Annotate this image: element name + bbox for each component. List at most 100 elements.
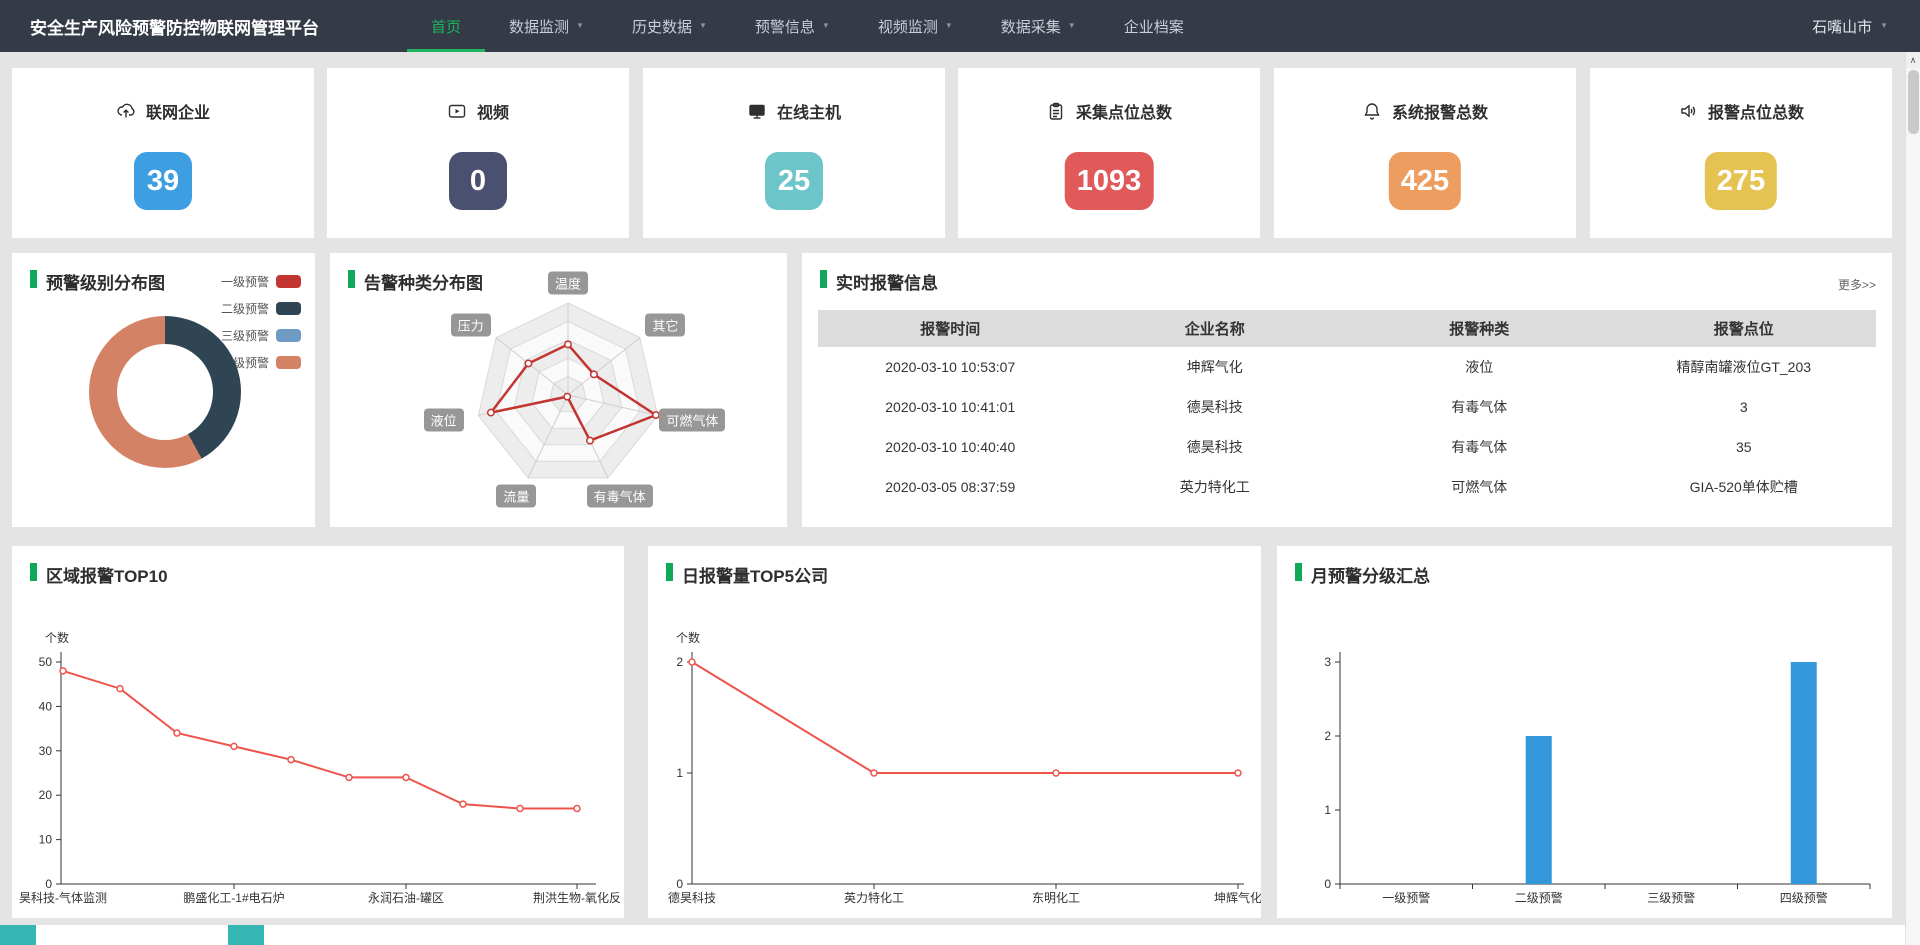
legend-label: 二级预警 — [220, 302, 269, 316]
monthly-summary-bar-chart[interactable]: 0 1 2 3 一级预警 二级预警 三级预警 四级预警 — [1277, 546, 1892, 918]
table-cell: 精醇南罐液位GT_203 — [1676, 359, 1812, 375]
svg-text:昊科技-气体监测: 昊科技-气体监测 — [19, 890, 107, 905]
svg-text:四级预警: 四级预警 — [1780, 890, 1828, 905]
nav-item-label: 预警信息 — [754, 18, 815, 36]
stat-value-badge: 25 — [765, 152, 823, 210]
alarm-type-panel: 告警种类分布图 温度 其它 可燃气体 有毒气体 流量 液位 压力 — [330, 253, 787, 527]
table-cell: 2020-03-10 10:41:01 — [885, 399, 1016, 415]
stat-label: 在线主机 — [776, 105, 841, 122]
table-row[interactable]: 2020-03-10 10:40:40 德昊科技 有毒气体 35 — [818, 427, 1876, 467]
table-cell: 2020-03-10 10:40:40 — [885, 439, 1016, 455]
table-cell: 2020-03-10 10:53:07 — [885, 359, 1016, 375]
svg-text:鹏盛化工-1#电石炉: 鹏盛化工-1#电石炉 — [183, 890, 284, 905]
realtime-alarm-panel: 实时报警信息 更多>> 报警时间 企业名称 报警种类 报警点位 2020-03-10 … — [802, 253, 1892, 527]
table-row[interactable]: 2020-03-10 10:41:01 德昊科技 有毒气体 3 — [818, 387, 1876, 427]
table-cell: 有毒气体 — [1451, 399, 1508, 415]
stat-value-badge: 275 — [1704, 152, 1778, 210]
chevron-down-icon: ▼ — [698, 21, 707, 30]
svg-text:50: 50 — [39, 655, 53, 669]
legend-item-二级预警[interactable]: 二级预警 — [221, 300, 301, 317]
region-label: 石嘴山市 — [1812, 18, 1873, 36]
column-header: 企业名称 — [1184, 321, 1245, 338]
legend-swatch — [276, 302, 301, 315]
chevron-down-icon: ▼ — [1880, 21, 1888, 30]
svg-text:荆洪生物-氧化反: 荆洪生物-氧化反 — [533, 891, 621, 905]
stat-card-系统报警总数: 系统报警总数 425 — [1274, 68, 1576, 238]
nav-menu: 首页 数据监测 ▼ 历史数据 ▼ 预警信息 ▼ 视频监测 ▼ 数据采集 ▼ 企业档案 — [407, 0, 1208, 52]
chevron-down-icon: ▼ — [1067, 21, 1076, 30]
video-icon — [447, 101, 467, 121]
svg-text:20: 20 — [39, 788, 53, 802]
stat-card-视频: 视频 0 — [327, 68, 629, 238]
nav-item-数据监测[interactable]: 数据监测 ▼ — [485, 0, 608, 52]
title-marker-icon — [30, 563, 37, 581]
monitor-icon — [747, 101, 767, 121]
stat-card-联网企业: 联网企业 39 — [12, 68, 314, 238]
table-row[interactable]: 2020-03-05 08:37:59 英力特化工 可燃气体 GIA-520单体贮槽 — [818, 467, 1876, 507]
table-cell: 德昊科技 — [1186, 439, 1243, 455]
nav-item-预警信息[interactable]: 预警信息 ▼ — [731, 0, 854, 52]
monthly-summary-panel: 0 1 2 3 一级预警 二级预警 三级预警 四级预警 月预警分级汇总 — [1277, 546, 1892, 918]
stat-label: 视频 — [476, 105, 509, 122]
title-marker-icon — [1295, 563, 1302, 581]
svg-text:2: 2 — [676, 655, 683, 669]
clipboard-icon — [1046, 101, 1066, 121]
stat-label: 报警点位总数 — [1707, 105, 1804, 122]
legend-label: 一级预警 — [220, 275, 269, 289]
panel-title-text: 实时报警信息 — [836, 274, 938, 293]
alarm-type-radar-chart[interactable] — [330, 253, 787, 527]
nav-item-视频监测[interactable]: 视频监测 ▼ — [854, 0, 977, 52]
nav-item-label: 首页 — [431, 18, 462, 36]
nav-item-数据采集[interactable]: 数据采集 ▼ — [977, 0, 1100, 52]
table-cell: 德昊科技 — [1186, 399, 1243, 415]
stat-label: 联网企业 — [145, 105, 210, 122]
donut-hole — [117, 344, 213, 440]
alarm-table-header: 报警时间 企业名称 报警种类 报警点位 — [818, 310, 1876, 347]
page-scrollbar[interactable]: ∧ — [1905, 52, 1920, 945]
stat-card-header: 视频 — [327, 99, 629, 123]
legend-item-一级预警[interactable]: 一级预警 — [221, 273, 301, 290]
scroll-up-icon[interactable]: ∧ — [1906, 52, 1920, 68]
panel-title: 实时报警信息 — [820, 269, 938, 294]
nav-item-首页[interactable]: 首页 — [407, 0, 486, 52]
table-cell: 有毒气体 — [1451, 439, 1508, 455]
more-link[interactable]: 更多>> — [1837, 278, 1876, 292]
donut-legend: 一级预警 二级预警 三级预警 四级预警 — [221, 273, 301, 371]
stat-card-header: 报警点位总数 — [1590, 99, 1892, 123]
svg-text:3: 3 — [1324, 655, 1331, 669]
chevron-down-icon: ▼ — [576, 21, 584, 30]
nav-item-企业档案[interactable]: 企业档案 — [1100, 0, 1208, 52]
table-cell: GIA-520单体贮槽 — [1689, 479, 1798, 495]
column-header: 报警时间 — [920, 321, 981, 338]
svg-text:个数: 个数 — [676, 630, 700, 645]
table-cell: 英力特化工 — [1179, 479, 1250, 495]
panel-title-text: 日报警量TOP5公司 — [682, 567, 829, 586]
panel-title: 日报警量TOP5公司 — [666, 562, 828, 587]
svg-text:0: 0 — [676, 877, 683, 891]
svg-text:德昊科技: 德昊科技 — [668, 890, 716, 905]
panel-title: 区域报警TOP10 — [30, 562, 168, 587]
alarm-table-body: 2020-03-10 10:53:07 坤辉气化 液位 精醇南罐液位GT_203 202… — [818, 347, 1876, 507]
panel-title-text: 预警级别分布图 — [46, 274, 165, 293]
table-cell: 2020-03-05 08:37:59 — [885, 479, 1016, 495]
bottom-strip — [0, 925, 1920, 945]
stat-value-badge: 39 — [134, 152, 192, 210]
stat-card-header: 系统报警总数 — [1274, 99, 1576, 123]
table-cell: 可燃气体 — [1451, 479, 1508, 495]
nav-item-历史数据[interactable]: 历史数据 ▼ — [608, 0, 731, 52]
cloud-upload-icon — [116, 101, 136, 121]
region-selector[interactable]: 石嘴山市 ▼ — [1812, 0, 1888, 52]
title-marker-icon — [348, 270, 355, 288]
daily-top5-panel: 0 1 2 个数 德昊科技 英力特化工 东明化工 坤辉气化 日报警量TOP5公司 — [648, 546, 1261, 918]
legend-item-三级预警[interactable]: 三级预警 — [221, 327, 301, 344]
svg-text:1: 1 — [1324, 803, 1331, 817]
warning-level-donut-chart[interactable] — [89, 316, 241, 468]
scrollbar-thumb[interactable] — [1908, 70, 1919, 134]
table-row[interactable]: 2020-03-10 10:53:07 坤辉气化 液位 精醇南罐液位GT_203 — [818, 347, 1876, 387]
stat-card-header: 采集点位总数 — [958, 99, 1260, 123]
stat-label: 系统报警总数 — [1391, 105, 1488, 122]
svg-text:2: 2 — [1324, 729, 1331, 743]
taskbar-fragment — [0, 925, 36, 945]
